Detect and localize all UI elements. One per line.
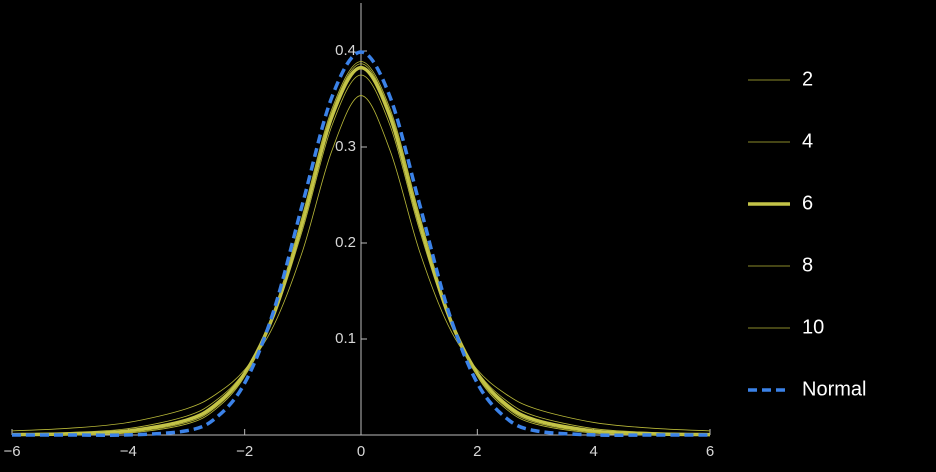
series-line: [11, 74, 711, 435]
series-line: [11, 50, 711, 437]
y-tick-label: 0.4: [335, 42, 356, 59]
y-tick-label: 0.2: [335, 234, 356, 251]
legend-label: 4: [802, 130, 813, 152]
x-tick-label: 0: [357, 443, 365, 460]
legend-label: Normal: [802, 378, 866, 400]
series-line: [11, 95, 711, 432]
series-line: [11, 63, 711, 436]
x-tick-label: −6: [3, 443, 20, 460]
legend-label: 2: [802, 68, 813, 90]
series-line: [11, 65, 711, 437]
series-line: [11, 61, 711, 436]
legend-label: 8: [802, 254, 813, 276]
x-tick-label: 6: [706, 443, 714, 460]
x-tick-label: 2: [473, 443, 481, 460]
legend-label: 10: [802, 316, 824, 338]
x-tick-label: −4: [120, 443, 137, 460]
y-tick-label: 0.1: [335, 330, 356, 347]
y-tick-label: 0.3: [335, 138, 356, 155]
x-tick-label: 4: [589, 443, 597, 460]
legend-label: 6: [802, 192, 813, 214]
x-tick-label: −2: [236, 443, 253, 460]
